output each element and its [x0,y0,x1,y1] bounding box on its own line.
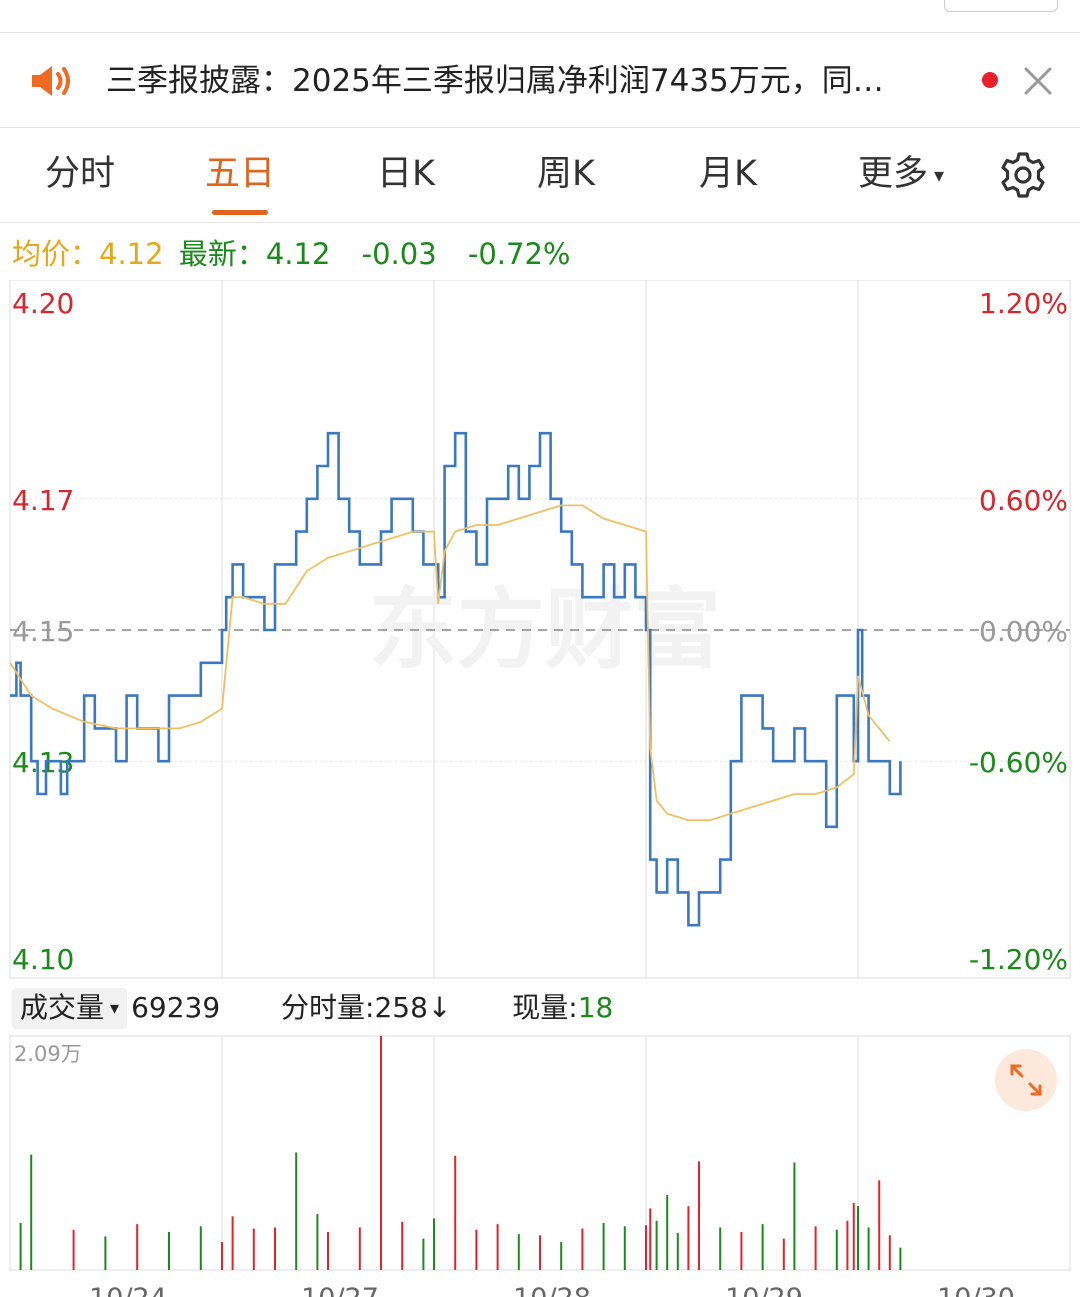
volume-max-label: 2.09万 [14,1042,82,1066]
quote-summary: 均价：4.12 最新：4.12 -0.03 -0.72% [12,232,570,276]
unread-dot [982,72,998,88]
minute-volume-value: 258↓ [374,991,452,1024]
right-axis-tick: -0.60% [969,746,1068,779]
tab-label: 周K [537,154,595,194]
active-tab-underline [212,210,268,215]
left-axis-tick: 4.10 [12,943,74,976]
chevron-down-icon: ▾ [110,998,120,1019]
minute-volume-label: 分时量: [281,991,375,1024]
right-axis-tick: 0.00% [979,615,1068,648]
selector-label: 成交量 [20,991,105,1024]
tab-label: 更多 [857,154,928,194]
header-pill-button[interactable] [944,0,1058,12]
right-axis-tick: -1.20% [969,943,1068,976]
left-axis-tick: 4.20 [12,287,74,320]
avg-price-line [9,504,891,822]
right-axis-tick: 1.20% [979,287,1068,320]
speaker-icon [32,66,70,96]
total-volume: 69239 [131,991,221,1024]
tab-intraday[interactable]: 分时 [40,152,120,196]
price-change-percent: -0.72% [467,237,571,271]
top-header-partial [0,0,1080,33]
latest-price-label: 最新： [178,237,266,271]
volume-indicator-selector[interactable]: 成交量 ▾ [12,988,128,1029]
price-panel-frame [9,280,1071,979]
price-change: -0.03 [361,237,437,271]
tab-five-day[interactable]: 五日 [200,152,280,215]
five-day-chart[interactable]: 东方财富4.204.174.154.134.101.20%0.60%0.00%-… [0,280,1080,1297]
gear-icon[interactable] [998,150,1048,200]
expand-button[interactable] [995,1049,1057,1111]
left-axis-tick: 4.15 [12,615,74,648]
left-axis-tick: 4.17 [12,484,74,517]
chevron-down-icon: ▾ [933,163,945,187]
x-axis-date-label: 10/28 [513,1283,591,1297]
x-axis-date-label: 10/30 [937,1283,1015,1297]
tab-label: 分时 [44,154,115,194]
tab-daily-k[interactable]: 日K [366,152,446,196]
x-axis-date-label: 10/24 [89,1283,167,1297]
right-axis-tick: 0.60% [979,484,1068,517]
latest-price-value: 4.12 [265,237,331,271]
left-axis-tick: 4.13 [12,746,74,779]
current-volume-value: 18 [577,991,614,1024]
tab-label: 月K [699,154,757,194]
tab-monthly-k[interactable]: 月K [688,152,768,196]
avg-price-value: 4.12 [99,237,164,271]
chart-period-tabs: 分时 五日 日K 周K 月K 更多 ▾ [0,128,1080,223]
avg-price-label: 均价： [12,237,100,271]
x-axis-date-label: 10/27 [301,1283,379,1297]
tab-more[interactable]: 更多 ▾ [846,152,956,197]
notice-banner[interactable]: 三季报披露：2025年三季报归属净利润7435万元，同… [0,33,1080,128]
tab-label: 日K [377,154,435,194]
current-volume-label: 现量: [512,991,578,1024]
tab-weekly-k[interactable]: 周K [526,152,606,196]
tab-label: 五日 [204,154,275,194]
expand-icon [1010,1064,1042,1096]
x-axis-date-label: 10/29 [725,1283,803,1297]
volume-info-bar: 成交量 ▾ 69239 分时量:258↓ 现量:18 [12,988,614,1029]
notice-text[interactable]: 三季报披露：2025年三季报归属净利润7435万元，同… [106,63,884,99]
close-icon[interactable] [1018,61,1058,101]
